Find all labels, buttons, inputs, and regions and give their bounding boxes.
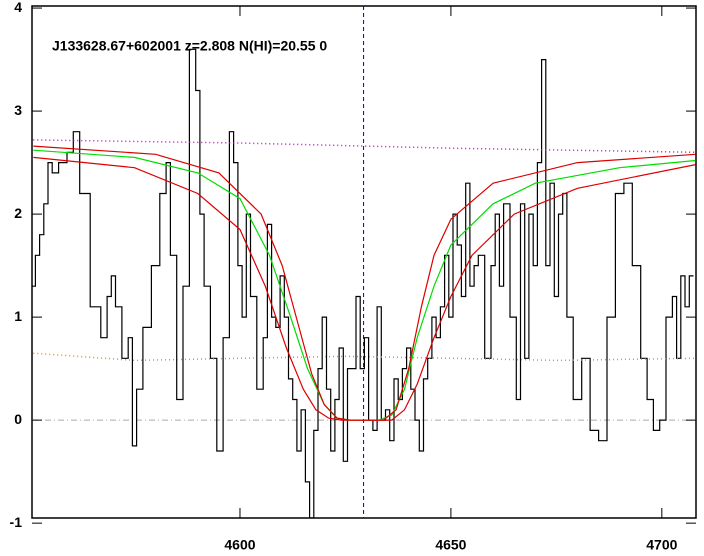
x-tick-label: 4700 (646, 537, 677, 553)
spectrum (32, 48, 694, 518)
y-tick-label: 4 (14, 0, 22, 15)
y-tick-label: 0 (14, 411, 22, 427)
x-tick-label: 4650 (435, 537, 466, 553)
x-tick-label: 4600 (224, 537, 255, 553)
y-tick-label: 3 (14, 102, 22, 118)
chart-title: J133628.67+602001 z=2.808 N(HI)=20.55 0 (52, 38, 327, 54)
y-tick-label: 1 (14, 308, 22, 324)
y-tick-label: 2 (14, 205, 22, 221)
y-tick-label: -1 (10, 514, 23, 530)
model-line (33, 139, 696, 154)
model-line (33, 156, 696, 421)
plot-area (32, 6, 696, 518)
model-line (33, 352, 696, 362)
